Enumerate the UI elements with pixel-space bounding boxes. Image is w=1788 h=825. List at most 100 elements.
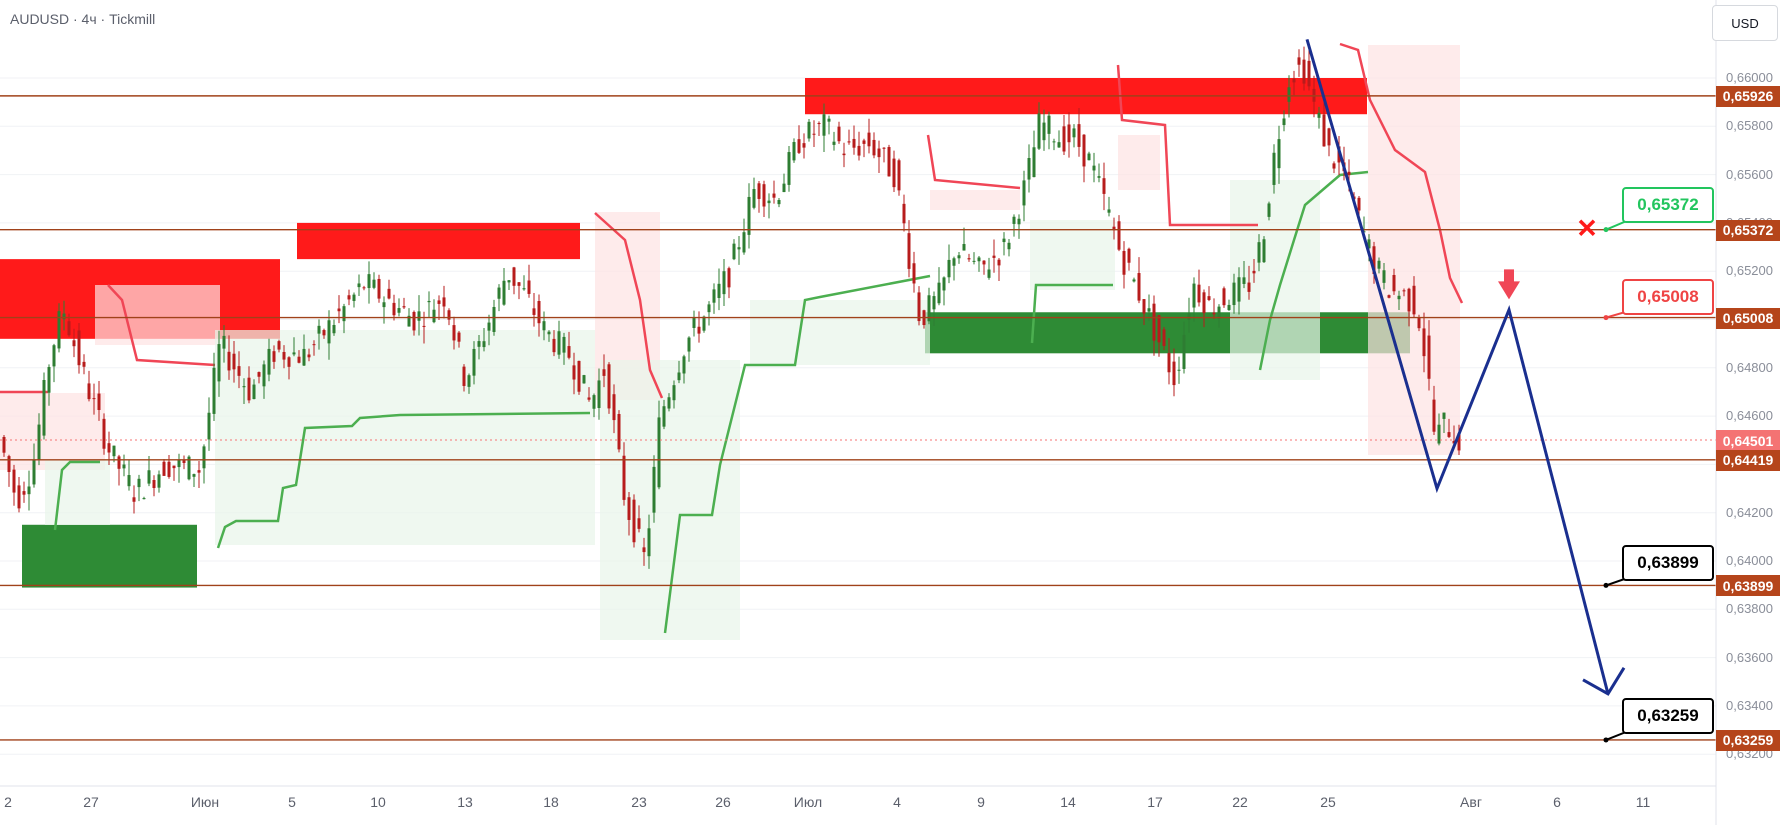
trailing-stop-bearish	[107, 284, 216, 367]
candle-body	[42, 380, 46, 436]
candle-body	[1227, 304, 1231, 311]
candle-body	[417, 311, 421, 321]
candle-body	[1442, 412, 1446, 419]
currency-button[interactable]: USD	[1712, 5, 1778, 41]
candle-body	[257, 372, 261, 377]
candle-body	[1022, 180, 1026, 206]
supply-zone	[297, 222, 580, 260]
candle-body	[547, 331, 551, 335]
symbol-title: AUDUSD · 4ч · Tickmill	[10, 11, 156, 27]
demand-zone	[22, 524, 197, 588]
candle-body	[612, 394, 616, 421]
candle-body	[522, 288, 526, 290]
candle-body	[242, 386, 246, 388]
candle-body	[937, 282, 941, 304]
demand-zone	[925, 312, 1410, 354]
candle-body	[647, 528, 651, 557]
candle-body	[1072, 128, 1076, 138]
candle-body	[17, 485, 21, 509]
candle-body	[1252, 270, 1256, 274]
candle-body	[962, 244, 966, 251]
candle-body	[1377, 260, 1381, 269]
candle-body	[927, 295, 931, 322]
candle-body	[292, 352, 296, 355]
candle-body	[1207, 296, 1211, 300]
candle-body	[1012, 216, 1016, 224]
candle-body	[1217, 306, 1221, 319]
price-level-label: 0,65372	[1716, 219, 1780, 241]
candle-body	[1102, 178, 1106, 194]
candle-body	[817, 123, 821, 125]
candle-body	[162, 461, 166, 476]
date-label: 10	[370, 794, 386, 810]
candle-body	[117, 456, 121, 469]
candle-body	[227, 351, 231, 371]
candle-body	[272, 351, 276, 362]
price-tick-label: 0,64600	[1726, 408, 1773, 424]
candle-body	[1197, 284, 1201, 303]
candle-body	[1327, 128, 1331, 146]
candle-body	[172, 465, 176, 469]
candle-body	[12, 469, 16, 493]
price-level-label: 0,64419	[1716, 449, 1780, 471]
candle-body	[657, 417, 661, 488]
candle-body	[382, 302, 386, 308]
bullish-trail-area	[45, 460, 110, 525]
candle-body	[402, 306, 406, 308]
candle-body	[462, 366, 466, 386]
candle-body	[947, 259, 951, 278]
candle-body	[1257, 242, 1261, 263]
candle-body	[1417, 317, 1421, 329]
candle-body	[967, 258, 971, 260]
candle-body	[202, 446, 206, 469]
bearish-trail-area	[930, 190, 1020, 210]
candle-body	[1032, 147, 1036, 178]
candle-body	[482, 341, 486, 348]
candle-body	[407, 315, 411, 327]
candle-body	[562, 336, 566, 353]
candle-body	[567, 346, 571, 358]
candle-body	[107, 443, 111, 453]
price-tick-label: 0,65200	[1726, 263, 1773, 279]
candle-body	[1307, 60, 1311, 87]
price-tick-label: 0,65800	[1726, 118, 1773, 134]
candle-body	[942, 277, 946, 291]
candle-body	[57, 311, 61, 349]
candle-body	[1062, 126, 1066, 152]
candle-body	[1182, 334, 1186, 369]
candle-body	[312, 344, 316, 346]
candle-body	[1162, 329, 1166, 346]
stop-loss-icon	[1578, 219, 1596, 236]
price-callout: 0,65008	[1622, 279, 1714, 315]
date-label: 11	[1635, 794, 1651, 810]
candle-body	[557, 331, 561, 355]
candle-body	[1392, 274, 1396, 292]
candle-body	[47, 367, 51, 393]
candle-body	[592, 395, 596, 409]
candle-body	[1262, 239, 1266, 263]
candle-body	[307, 354, 311, 358]
candle-body	[1367, 239, 1371, 249]
candle-body	[477, 341, 481, 347]
candle-body	[1412, 285, 1416, 315]
candle-body	[197, 470, 201, 473]
candle-body	[262, 364, 266, 387]
candle-body	[27, 486, 31, 495]
candle-body	[1192, 283, 1196, 308]
candle-body	[372, 279, 376, 288]
candle-body	[327, 320, 331, 344]
candle-body	[1112, 226, 1116, 231]
candle-body	[762, 184, 766, 207]
bearish-trail-area	[1368, 45, 1460, 455]
candle-body	[1317, 112, 1321, 118]
candle-body	[187, 456, 191, 480]
candle-body	[907, 233, 911, 269]
candle-body	[707, 304, 711, 313]
candle-body	[397, 308, 401, 313]
date-label: 9	[977, 794, 985, 810]
candle-body	[597, 380, 601, 409]
candle-body	[632, 499, 636, 543]
candle-body	[152, 480, 156, 489]
bearish-trail-area	[1118, 135, 1160, 190]
